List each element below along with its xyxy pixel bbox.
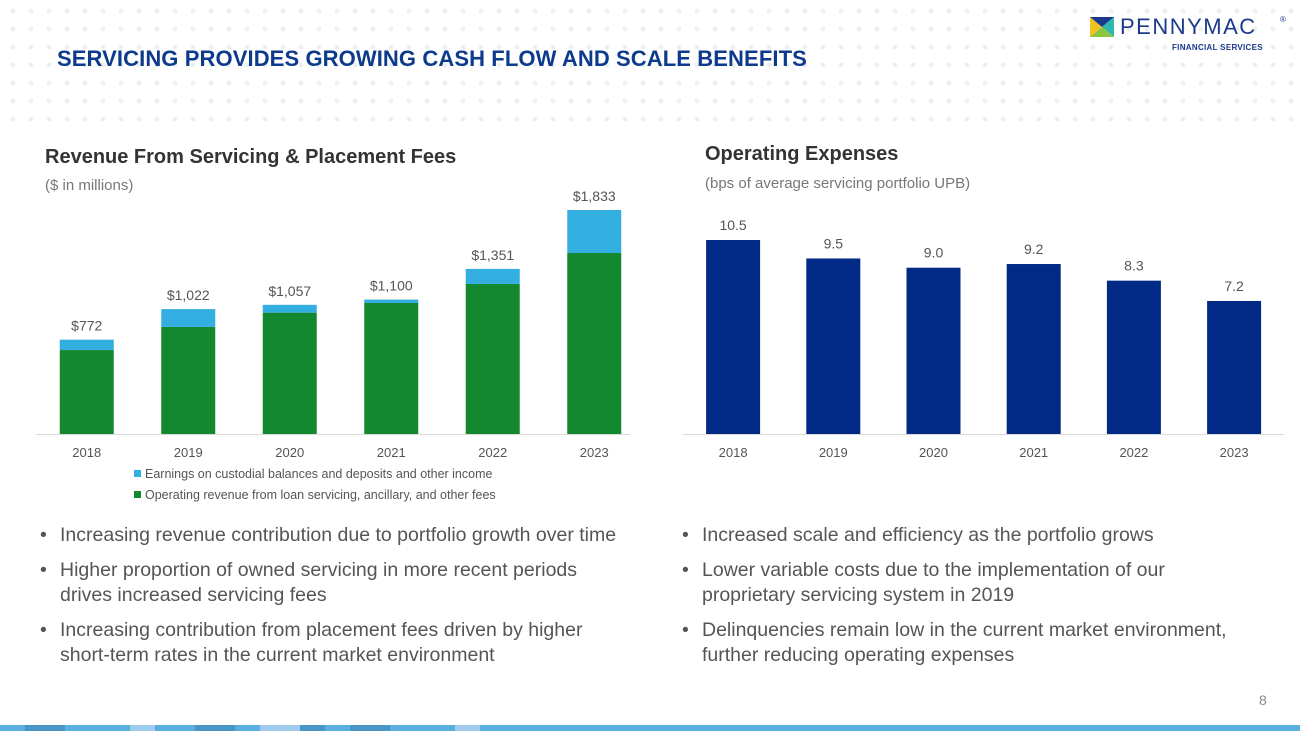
bar-operating-expense	[906, 267, 961, 434]
data-label: 9.0	[924, 245, 944, 261]
bar-operating-revenue	[161, 326, 216, 434]
registered-mark: ®	[1280, 15, 1286, 24]
data-label: 9.2	[1024, 241, 1044, 257]
bar-custodial-earnings	[567, 210, 622, 254]
right-chart-subheading: (bps of average servicing portfolio UPB)	[705, 175, 971, 192]
bar-operating-expense	[806, 258, 861, 434]
legend-swatch	[134, 491, 141, 498]
data-label: $1,057	[268, 283, 311, 299]
bullet-item: Lower variable costs due to the implemen…	[680, 558, 1240, 608]
bullet-item: Delinquencies remain low in the current …	[680, 618, 1240, 668]
left-bullets: Increasing revenue contribution due to p…	[38, 523, 618, 678]
logo-subtitle: FINANCIAL SERVICES	[1172, 43, 1263, 52]
x-tick-label: 2018	[72, 445, 101, 460]
data-label: 10.5	[719, 217, 746, 233]
bar-operating-revenue	[364, 302, 419, 434]
logo-mark-icon	[1090, 17, 1114, 37]
right-chart-heading: Operating Expenses	[705, 143, 899, 165]
data-label: 9.5	[824, 235, 844, 251]
bar-custodial-earnings	[465, 268, 520, 284]
bar-custodial-earnings	[59, 339, 114, 351]
bullet-item: Increased scale and efficiency as the po…	[680, 523, 1240, 548]
x-tick-label: 2022	[478, 445, 507, 460]
data-label: $1,100	[370, 278, 413, 294]
x-tick-label: 2022	[1119, 445, 1148, 460]
footer-stripe	[0, 725, 1300, 731]
bar-operating-expense	[1006, 264, 1061, 434]
bar-operating-expense	[1106, 280, 1161, 434]
left-chart-subheading: ($ in millions)	[45, 177, 134, 194]
bar-operating-revenue	[567, 253, 622, 434]
bar-operating-revenue	[465, 283, 520, 434]
charts-canvas: $772 2018 $1,022 2019 $1,057 2020 $1,100 2021 $1…	[36, 188, 1284, 502]
x-tick-label: 2021	[1019, 445, 1048, 460]
x-tick-label: 2023	[1220, 445, 1249, 460]
data-label: $1,351	[471, 247, 514, 263]
bar-custodial-earnings	[161, 309, 216, 327]
logo-name: PENNYMAC	[1120, 14, 1257, 39]
x-tick-label: 2020	[919, 445, 948, 460]
bar-operating-revenue	[262, 312, 317, 434]
x-tick-label: 2019	[819, 445, 848, 460]
bar-operating-expense	[706, 240, 761, 434]
data-label: 8.3	[1124, 258, 1144, 274]
dotted-background	[0, 0, 1300, 125]
right-bullets: Increased scale and efficiency as the po…	[680, 523, 1240, 678]
x-tick-label: 2023	[580, 445, 609, 460]
page-number: 8	[1259, 692, 1267, 708]
bar-operating-expense	[1207, 300, 1262, 434]
left-chart-heading: Revenue From Servicing & Placement Fees	[45, 146, 457, 168]
data-label: 7.2	[1224, 278, 1244, 294]
legend-swatch	[134, 470, 141, 477]
pennymac-logo: PENNYMAC ® FINANCIAL SERVICES	[1090, 16, 1295, 56]
data-label: $1,022	[167, 287, 210, 303]
x-tick-label: 2018	[719, 445, 748, 460]
bullet-item: Higher proportion of owned servicing in …	[38, 558, 618, 608]
x-tick-label: 2019	[174, 445, 203, 460]
bullet-item: Increasing revenue contribution due to p…	[38, 523, 618, 548]
bar-custodial-earnings	[262, 304, 317, 313]
page-title: SERVICING PROVIDES GROWING CASH FLOW AND…	[57, 46, 807, 71]
bar-custodial-earnings	[364, 299, 419, 303]
legend-label: Earnings on custodial balances and depos…	[145, 467, 492, 481]
x-tick-label: 2021	[377, 445, 406, 460]
data-label: $772	[71, 318, 102, 334]
bar-operating-revenue	[59, 350, 114, 434]
legend-label: Operating revenue from loan servicing, a…	[145, 488, 496, 502]
data-label: $1,833	[573, 188, 616, 204]
x-tick-label: 2020	[275, 445, 304, 460]
bullet-item: Increasing contribution from placement f…	[38, 618, 618, 668]
